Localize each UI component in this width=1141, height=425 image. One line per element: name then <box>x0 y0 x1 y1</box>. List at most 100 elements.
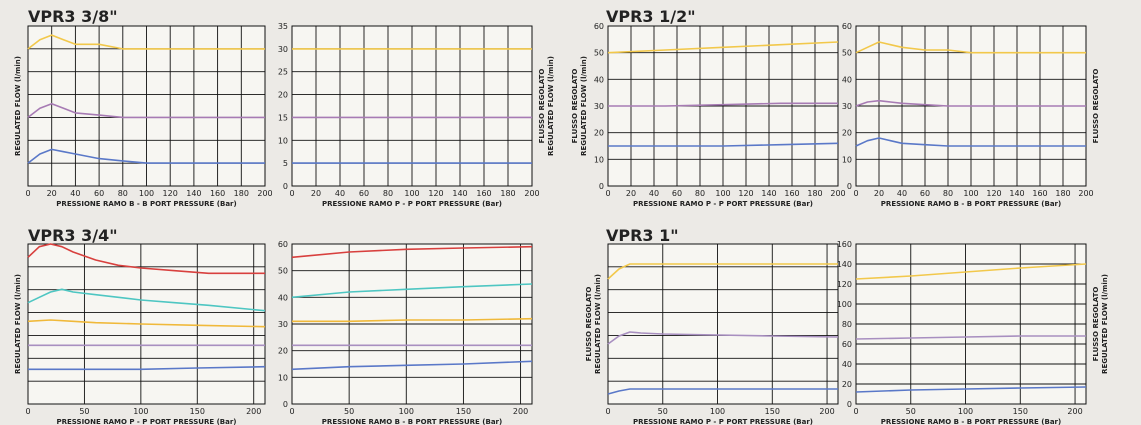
y-tick-label: 40 <box>842 75 852 84</box>
title-vpr3-3-4: VPR3 3/4" <box>28 226 118 245</box>
series-line-lightpurple <box>607 331 839 345</box>
x-tick-label: 180 <box>807 189 822 198</box>
x-axis-label: PRESSIONE RAMO B - B PORT PRESSURE (Bar) <box>56 200 236 208</box>
x-tick-label: 0 <box>853 407 858 416</box>
y-axis-label: REGULATED FLOW (l/min) <box>547 56 555 156</box>
x-tick-label: 120 <box>986 189 1001 198</box>
x-tick-label: 60 <box>94 189 104 198</box>
y-tick-label: 50 <box>594 49 604 58</box>
y-tick-label: 50 <box>842 49 852 58</box>
y-tick-label: 0 <box>599 182 604 191</box>
x-tick-label: 100 <box>404 189 419 198</box>
series-line-yellow <box>855 41 1086 54</box>
series-line-blue <box>27 148 265 164</box>
x-tick-label: 0 <box>853 189 858 198</box>
x-tick-label: 160 <box>476 189 491 198</box>
y-tick-label: 50 <box>278 267 288 276</box>
y-tick-label: 60 <box>594 22 604 31</box>
title-vpr3-3-8: VPR3 3/8" <box>28 7 118 26</box>
x-tick-label: 50 <box>79 407 89 416</box>
chart-c8: 0 50 100 150 200 0 20 40 60 80 100 120 140 160 PRESSIO… <box>837 240 1109 425</box>
y-tick-label: 40 <box>594 75 604 84</box>
y-tick-label: 160 <box>837 240 852 249</box>
x-tick-label: 40 <box>335 189 345 198</box>
x-tick-label: 150 <box>765 407 780 416</box>
title-vpr3-1: VPR3 1" <box>606 226 679 245</box>
y-tick-label: 20 <box>842 129 852 138</box>
y-tick-label: 20 <box>278 91 288 100</box>
x-tick-label: 160 <box>210 189 225 198</box>
y-tick-label: 0 <box>283 400 288 409</box>
x-tick-label: 180 <box>500 189 515 198</box>
x-tick-label: 0 <box>25 189 30 198</box>
x-tick-label: 200 <box>1078 189 1093 198</box>
x-tick-label: 140 <box>186 189 201 198</box>
x-tick-label: 100 <box>958 407 973 416</box>
x-axis-label: PRESSIONE RAMO B - B PORT PRESSURE (Bar) <box>322 418 502 425</box>
x-tick-label: 200 <box>257 189 272 198</box>
y-tick-label: 60 <box>842 340 852 349</box>
chart-c1: 0 20 40 60 80 100 120 140 160 180 200 PRESSIONE RAM… <box>14 25 273 208</box>
x-tick-label: 20 <box>47 189 57 198</box>
y-tick-label: 35 <box>278 22 288 31</box>
y-tick-label: 30 <box>278 45 288 54</box>
y-tick-label: 30 <box>842 102 852 111</box>
y-axis-label: REGULATED FLOW (l/min) <box>1101 274 1109 374</box>
x-axis-label: PRESSIONE RAMO P - P PORT PRESSURE (Bar) <box>633 418 813 425</box>
y-tick-label: 25 <box>278 68 288 77</box>
series-line-yellow <box>607 263 838 280</box>
series-line-cyan <box>27 288 266 312</box>
series-line-red <box>291 245 533 259</box>
x-tick-label: 160 <box>784 189 799 198</box>
x-tick-label: 150 <box>1013 407 1028 416</box>
y-tick-label: 100 <box>837 300 852 309</box>
y-axis-label: REGULATED FLOW (l/min) <box>14 274 22 374</box>
y-tick-label: 5 <box>283 159 288 168</box>
x-tick-label: 200 <box>524 189 539 198</box>
chart-c4: 0 20 40 60 80 100 120 140 160 180 200 0 10 20 30 40 50 60… <box>842 22 1100 208</box>
x-tick-label: 0 <box>605 189 610 198</box>
y-tick-label: 20 <box>594 129 604 138</box>
x-tick-label: 160 <box>1032 189 1047 198</box>
chart-c3: 0 20 40 60 80 100 120 140 160 180 200 0 10 20 30 40 50 60… <box>571 22 846 208</box>
x-tick-label: 100 <box>399 407 414 416</box>
x-tick-label: 40 <box>897 189 907 198</box>
x-tick-label: 140 <box>1009 189 1024 198</box>
x-tick-label: 0 <box>289 407 294 416</box>
y-axis-label: FLUSSO REGOLATO <box>1092 287 1100 362</box>
y-tick-label: 80 <box>842 320 852 329</box>
chart-c6: 0 50 100 150 200 0 10 20 30 40 50 60 PRESSIONE RAMO … <box>278 240 533 425</box>
y-tick-label: 10 <box>842 155 852 164</box>
series-line-blue <box>608 142 839 147</box>
x-tick-label: 200 <box>1067 407 1082 416</box>
y-tick-label: 10 <box>278 373 288 382</box>
series-line-yellow <box>607 41 839 54</box>
x-tick-label: 80 <box>383 189 393 198</box>
x-tick-label: 50 <box>906 407 916 416</box>
y-axis-label: FLUSSO REGOLATO <box>538 69 546 144</box>
x-tick-label: 200 <box>830 189 845 198</box>
series-line-cyan <box>291 283 533 299</box>
y-tick-label: 10 <box>594 155 604 164</box>
y-axis-label: REGULATED FLOW (l/min) <box>580 56 588 156</box>
plot-area <box>607 243 839 405</box>
y-tick-label: 40 <box>278 293 288 302</box>
y-tick-label: 40 <box>842 360 852 369</box>
y-axis-label: FLUSSO REGOLATO <box>1092 69 1100 144</box>
x-tick-label: 100 <box>710 407 725 416</box>
x-tick-label: 200 <box>819 407 834 416</box>
x-tick-label: 50 <box>658 407 668 416</box>
chart-c7: 0 50 100 150 200 PRESSIONE RAMO P - P PORT PR… <box>585 243 839 425</box>
x-axis-label: PRESSIONE RAMO P - P PORT PRESSURE (Bar) <box>322 200 502 208</box>
x-tick-label: 140 <box>761 189 776 198</box>
y-axis-label: REGULATED FLOW (l/min) <box>14 56 22 156</box>
x-tick-label: 80 <box>118 189 128 198</box>
x-tick-label: 20 <box>311 189 321 198</box>
series-line-purple <box>608 102 838 107</box>
x-tick-label: 80 <box>943 189 953 198</box>
x-tick-label: 100 <box>963 189 978 198</box>
x-tick-label: 60 <box>920 189 930 198</box>
x-tick-label: 0 <box>25 407 30 416</box>
x-tick-label: 50 <box>344 407 354 416</box>
x-tick-label: 120 <box>428 189 443 198</box>
